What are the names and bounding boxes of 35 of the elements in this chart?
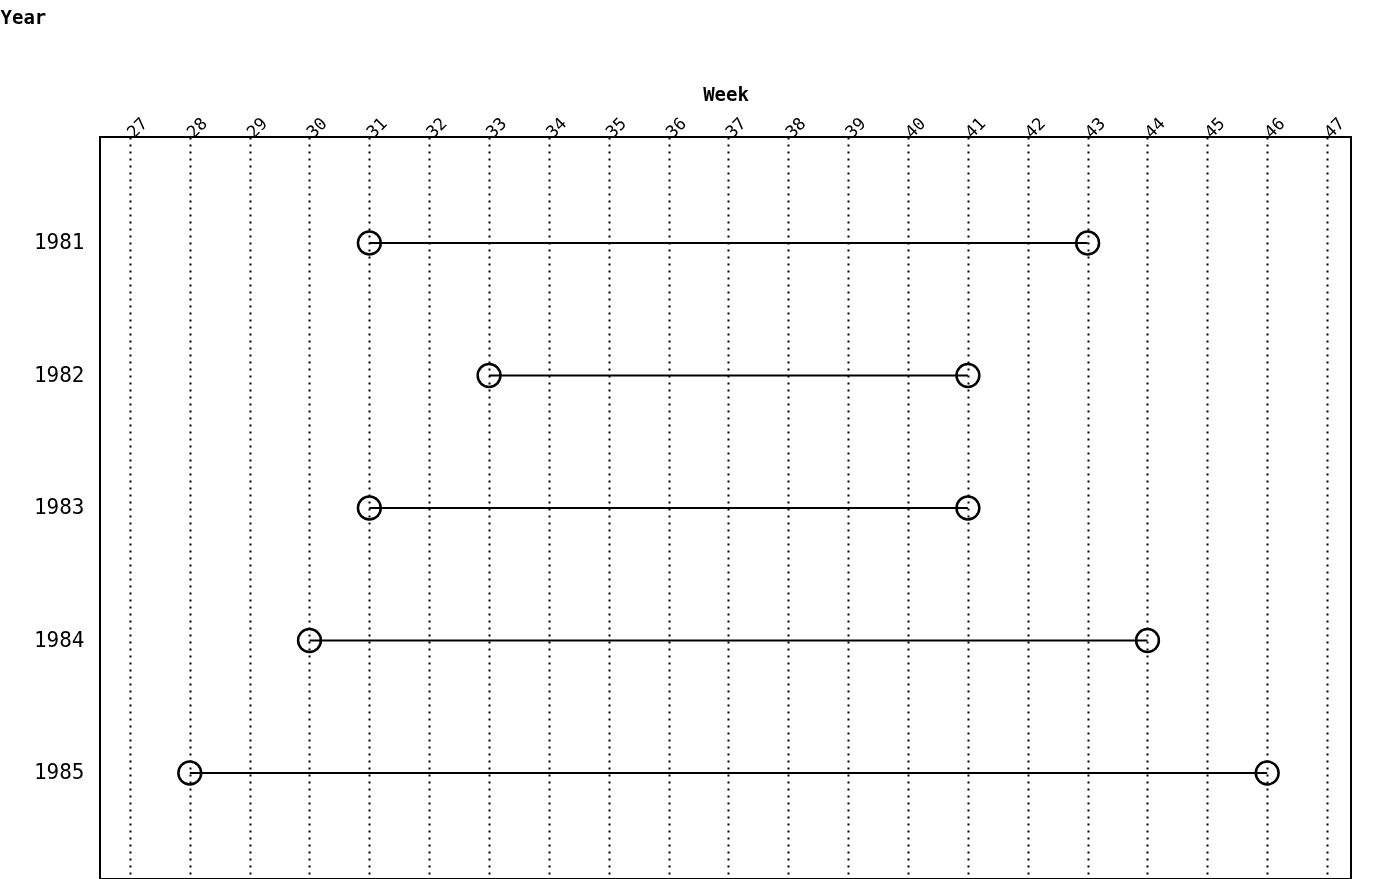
point [476,362,502,389]
point [955,362,981,389]
x-tick-label: 36 [661,113,690,142]
y-axis-title: Year [0,5,47,28]
x-tick-label: 47 [1319,113,1349,142]
y-tick-label: 1984 [33,627,85,652]
x-tick-label: 38 [781,113,810,142]
x-tick-label: 43 [1080,113,1109,142]
point [1254,760,1280,786]
x-tick-label: 35 [601,113,631,142]
point [1074,230,1101,256]
point [1134,627,1161,654]
x-axis-title: Week [703,82,750,105]
x-tick-label: 40 [900,113,930,142]
point [356,230,383,256]
point [296,627,323,654]
x-tick-label: 31 [362,113,391,142]
x-tick-label: 42 [1020,113,1050,142]
y-tick-label: 1982 [33,362,85,387]
x-tick-label: 28 [182,113,212,142]
point [356,495,383,521]
x-tick-label: 45 [1200,113,1229,142]
x-tick-label: 33 [481,113,511,142]
x-tick-label: 41 [960,113,990,142]
point [177,760,203,786]
point [955,495,981,521]
x-tick-label: 44 [1140,113,1169,142]
x-tick-label: 29 [242,113,271,142]
x-tick-label: 46 [1259,113,1289,142]
y-tick-label: 1985 [33,760,85,784]
x-tick-label: 27 [122,113,152,142]
y-tick-label: 1983 [33,495,85,519]
x-tick-label: 37 [721,113,750,142]
x-tick-label: 30 [302,113,331,142]
y-tick-label: 1981 [33,230,85,254]
